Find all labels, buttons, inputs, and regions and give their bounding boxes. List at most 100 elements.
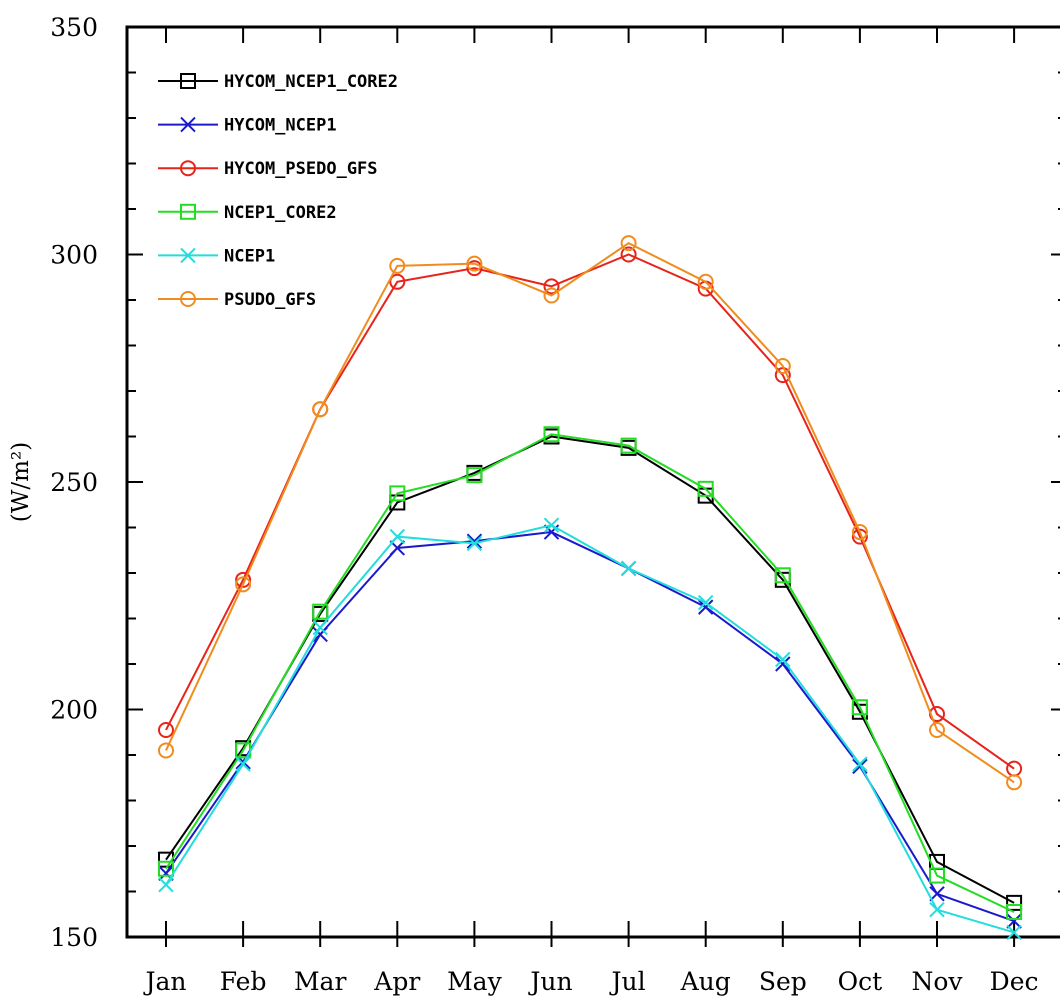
y-tick-label: 200 [50, 696, 98, 725]
series-line [165, 435, 1015, 904]
data-point-marker [774, 567, 791, 584]
data-point-marker [852, 756, 868, 772]
data-point-marker [466, 260, 483, 277]
data-point-marker [389, 273, 406, 290]
series-ncep1-core2 [158, 426, 1023, 920]
legend-entry: HYCOM_NCEP1 [158, 116, 337, 136]
data-point-marker [312, 619, 328, 636]
data-point-marker [312, 626, 328, 643]
data-point-marker [466, 467, 483, 484]
legend-marker [180, 116, 196, 133]
x-tick-label: Mar [294, 967, 347, 996]
data-point-marker [1006, 894, 1023, 911]
data-point-marker [543, 287, 560, 304]
y-tick-label: 350 [50, 13, 98, 42]
legend-entry: PSUDO_GFS [158, 290, 316, 310]
x-tick-label: Jul [609, 967, 646, 996]
data-point-marker [1006, 913, 1022, 929]
legend-entry: NCEP1_CORE2 [158, 203, 337, 223]
data-point-marker [158, 860, 174, 877]
legend-label: NCEP1 [224, 246, 275, 266]
y-tick-label: 300 [50, 241, 98, 270]
x-tick-label: Feb [220, 967, 267, 996]
data-point-marker [235, 756, 251, 772]
legend-marker [180, 203, 196, 220]
series-psudo-gfs [158, 235, 1023, 791]
data-point-marker [466, 535, 483, 552]
data-point-marker [235, 571, 252, 588]
x-tick-label: Apr [373, 967, 420, 996]
legend: HYCOM_NCEP1_CORE2 HYCOM_NCEP1 HYCOM_PSEDO_… [158, 72, 398, 310]
data-point-marker [466, 255, 483, 272]
data-point-marker [389, 528, 406, 545]
y-tick-label: 250 [50, 468, 98, 497]
data-point-marker [774, 357, 791, 374]
data-point-marker [1006, 903, 1023, 920]
data-point-marker [389, 257, 406, 274]
data-point-marker [697, 480, 714, 497]
legend-marker [180, 247, 196, 264]
data-point-marker [929, 867, 945, 884]
data-point-marker [312, 401, 329, 418]
x-tick-label: Jun [527, 967, 572, 996]
legend-label: HYCOM_NCEP1 [224, 116, 337, 136]
data-point-marker [389, 485, 406, 502]
legend-entry: HYCOM_PSEDO_GFS [158, 159, 378, 179]
data-point-marker [1006, 774, 1023, 791]
data-point-marker [851, 524, 868, 541]
series-hycom-ncep1 [158, 524, 1022, 929]
y-axis-title: (W/m²) [8, 442, 34, 522]
data-point-marker [697, 599, 714, 615]
legend-marker [180, 73, 196, 89]
data-point-marker [235, 576, 252, 593]
x-tick-label: Aug [680, 967, 731, 996]
data-point-marker [466, 533, 483, 549]
data-point-marker [620, 437, 637, 454]
data-point-marker [620, 235, 637, 252]
data-point-marker [158, 742, 174, 759]
data-point-marker [158, 721, 174, 738]
data-point-marker [543, 517, 560, 533]
data-point-marker [697, 594, 714, 611]
legend-marker [180, 291, 196, 307]
x-tick-label: Sep [759, 967, 807, 996]
y-tick-label: 150 [50, 923, 98, 952]
data-point-marker [851, 699, 868, 716]
data-point-marker [929, 886, 945, 902]
data-point-marker [1006, 924, 1022, 941]
series-line [165, 531, 1015, 923]
data-point-marker [929, 721, 945, 738]
x-tick-label: May [447, 967, 503, 996]
series-ncep1 [158, 517, 1022, 941]
series-group [158, 235, 1023, 941]
legend-entry: NCEP1 [158, 246, 275, 266]
series-line [165, 524, 1015, 934]
legend-label: NCEP1_CORE2 [224, 203, 337, 223]
series-line [165, 253, 1015, 770]
data-point-marker [543, 426, 560, 443]
data-point-marker [697, 273, 714, 290]
data-point-marker [543, 278, 560, 295]
x-tick-label: Jan [142, 967, 186, 996]
y-tick-labels: 150 200 250 300 350 [50, 13, 98, 952]
legend-label: PSUDO_GFS [224, 290, 316, 310]
series-line [165, 241, 1015, 784]
x-tick-label: Dec [990, 967, 1039, 996]
series-hycom-psedo-gfs [158, 246, 1023, 777]
legend-entry: HYCOM_NCEP1_CORE2 [158, 72, 398, 92]
legend-label: HYCOM_PSEDO_GFS [224, 159, 378, 179]
data-point-marker [620, 246, 637, 263]
x-tick-label: Oct [838, 967, 883, 996]
data-point-marker [312, 603, 329, 620]
legend-marker [180, 160, 196, 177]
data-point-marker [775, 651, 791, 668]
data-point-marker [775, 656, 791, 672]
data-point-marker [158, 876, 174, 893]
legend-label: HYCOM_NCEP1_CORE2 [224, 72, 398, 92]
series-line [165, 433, 1015, 913]
data-point-marker [929, 901, 945, 918]
x-tick-labels: Jan Feb Mar Apr May Jun Jul Aug Sep Oct Nov Dec [142, 967, 1038, 996]
data-point-marker [851, 528, 868, 545]
data-point-marker [620, 560, 637, 577]
